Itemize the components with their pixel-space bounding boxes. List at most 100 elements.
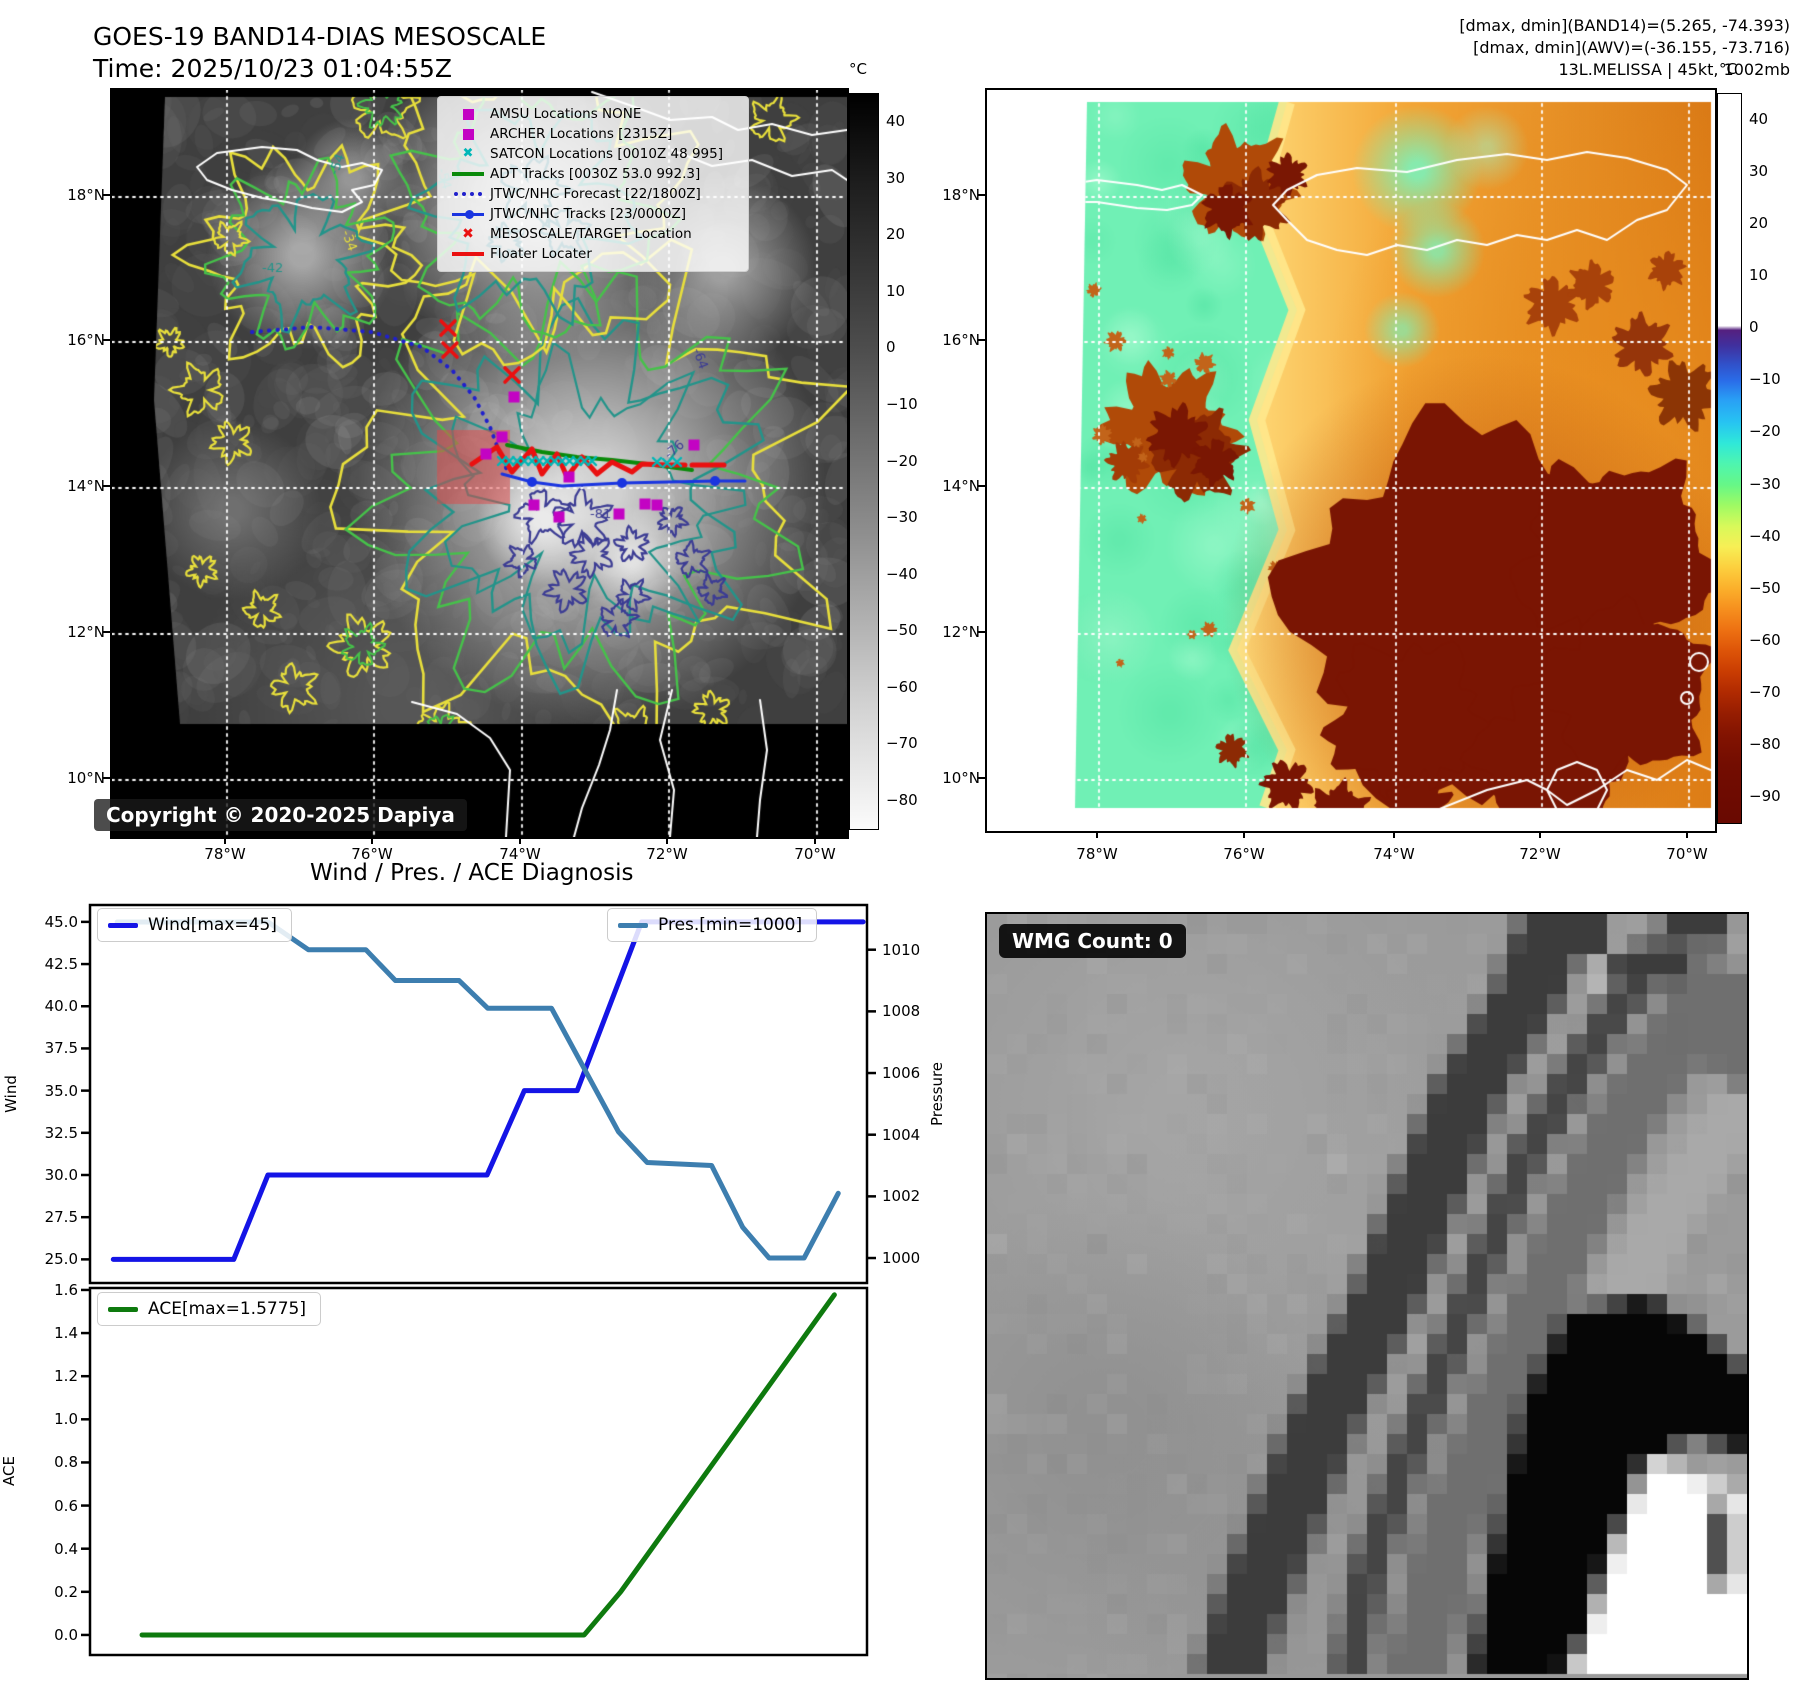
pressure-tick-label: 1008 <box>882 1002 921 1021</box>
awv-colorbar-tick: −80 <box>1749 734 1781 753</box>
wind-tick-label: 25.0 <box>44 1250 78 1269</box>
leftmap-lon-label: 78°W <box>204 845 246 863</box>
awv-colorbar-tick: −70 <box>1749 682 1781 701</box>
band14-colorbar-tick: −80 <box>886 790 918 809</box>
green-line-icon <box>446 172 490 176</box>
awv-colorbar-tick: −50 <box>1749 578 1781 597</box>
ace-axis-label: ACE <box>0 1456 18 1486</box>
band14-colorbar-tick: −30 <box>886 508 918 527</box>
band14-colorbar-tick: 30 <box>886 168 906 187</box>
ace-line-swatch <box>108 1306 138 1312</box>
page-subtitle-time: Time: 2025/10/23 01:04:55Z <box>93 54 452 83</box>
band14-colorbar-unit: °C <box>849 60 867 78</box>
band14-colorbar-tick: −60 <box>886 677 918 696</box>
awv-colorbar-tick: −40 <box>1749 526 1781 545</box>
wind-legend: Wind[max=45] <box>97 908 292 942</box>
rightmap-lat-label: 10°N <box>942 769 980 787</box>
band14-colorbar-tick: −40 <box>886 564 918 583</box>
wind-tick-label: 30.0 <box>44 1166 78 1184</box>
ace-tick-label: 0.6 <box>54 1496 78 1515</box>
series-Pres.[min=1000] <box>114 919 841 1261</box>
series-ACE[max=1.5775] <box>139 1292 837 1638</box>
stat-awv-range: [dmax, dmin](AWV)=(-36.155, -73.716) <box>1473 38 1790 57</box>
band14-colorbar-tick: −50 <box>886 621 918 640</box>
rightmap-lon-label: 78°W <box>1076 845 1118 863</box>
rightmap-lat-label: 16°N <box>942 331 980 349</box>
leftmap-lat-label: 18°N <box>67 186 105 204</box>
rightmap-lat-label: 18°N <box>942 186 980 204</box>
ace-tick-label: 1.6 <box>54 1280 78 1299</box>
ace-tick-label: 1.4 <box>54 1324 78 1343</box>
awv-colorbar-tick: −10 <box>1749 370 1781 389</box>
awv-colorbar-unit: °C <box>1719 60 1737 78</box>
awv-colorbar-tick: −20 <box>1749 422 1781 441</box>
pressure-tick-label: 1010 <box>882 940 921 959</box>
pres-line-swatch <box>618 922 648 928</box>
page-title: GOES-19 BAND14-DIAS MESOSCALE <box>93 22 547 51</box>
leftmap-lat-label: 12°N <box>67 623 105 641</box>
awv-colorbar-tick: −90 <box>1749 786 1781 805</box>
charts-title: Wind / Pres. / ACE Diagnosis <box>310 860 634 886</box>
band14-colorbar-tick: −10 <box>886 394 918 413</box>
wind-tick-label: 27.5 <box>44 1208 78 1227</box>
rightmap-lat-label: 12°N <box>942 623 980 641</box>
stat-band14-range: [dmax, dmin](BAND14)=(5.265, -74.393) <box>1459 16 1790 35</box>
awv-colorbar <box>1717 93 1742 824</box>
awv-colorbar-tick: 10 <box>1749 266 1769 285</box>
band14-colorbar-tick: 10 <box>886 281 906 300</box>
wmg-count-badge: WMG Count: 0 <box>999 924 1186 958</box>
leftmap-lon-label: 76°W <box>351 845 393 863</box>
wind-tick-label: 42.5 <box>44 955 78 974</box>
awv-colorbar-tick: 20 <box>1749 214 1769 233</box>
ace-tick-label: 1.2 <box>54 1367 78 1386</box>
rightmap-lon-label: 70°W <box>1666 845 1708 863</box>
band14-colorbar-tick: −70 <box>886 734 918 753</box>
magenta-square-icon <box>446 108 490 120</box>
blue-line-dot-icon <box>446 209 490 219</box>
leftmap-lat-label: 16°N <box>67 331 105 349</box>
awv-colorbar-tick: 0 <box>1749 318 1759 337</box>
awv-colorbar-tick: −60 <box>1749 630 1781 649</box>
pres-legend: Pres.[min=1000] <box>607 908 818 942</box>
leftmap-lat-label: 14°N <box>67 477 105 495</box>
plot-frame <box>88 1286 869 1657</box>
red-x-icon: ✖ <box>462 226 474 242</box>
copyright-badge: Copyright © 2020-2025 Dapiya <box>94 799 467 831</box>
map-legend: AMSU Locations NONE ARCHER Locations [23… <box>437 96 749 272</box>
pressure-tick-label: 1002 <box>882 1187 921 1206</box>
wind-tick-label: 40.0 <box>44 997 78 1016</box>
legend-item-tracks: JTWC/NHC Tracks [23/0000Z] <box>446 204 740 224</box>
pressure-tick-label: 1006 <box>882 1064 921 1083</box>
legend-item-adt: ADT Tracks [0030Z 53.0 992.3] <box>446 164 740 184</box>
leftmap-lat-label: 10°N <box>67 769 105 787</box>
legend-item-amsu: AMSU Locations NONE <box>446 104 740 124</box>
legend-item-floater: Floater Locater <box>446 244 740 264</box>
pressure-tick-label: 1000 <box>882 1249 921 1268</box>
ace-tick-label: 0.2 <box>54 1582 78 1601</box>
ace-legend: ACE[max=1.5775] <box>97 1292 321 1326</box>
pressure-tick-label: 1004 <box>882 1125 921 1144</box>
series-Wind[max=45] <box>110 919 866 1262</box>
leftmap-lon-label: 74°W <box>499 845 541 863</box>
awv-colorbar-tick: 30 <box>1749 162 1769 181</box>
band14-colorbar-tick: 20 <box>886 225 906 244</box>
cyan-x-icon: ✖ <box>462 146 474 161</box>
blue-dotted-line-icon <box>446 192 490 196</box>
wmg-image-panel <box>985 912 1749 1680</box>
awv-colorbar-tick: −30 <box>1749 474 1781 493</box>
wind-axis-label: Wind <box>1 1075 20 1113</box>
ace-tick-label: 0.8 <box>54 1453 78 1472</box>
band14-colorbar-tick: 40 <box>886 112 906 131</box>
leftmap-lon-label: 70°W <box>794 845 836 863</box>
band14-colorbar <box>849 93 879 830</box>
magenta-square-icon <box>446 128 490 140</box>
rightmap-lon-label: 72°W <box>1519 845 1561 863</box>
wind-tick-label: 37.5 <box>44 1039 78 1058</box>
ace-tick-label: 0.0 <box>54 1625 78 1644</box>
awv-satellite-map <box>985 88 1717 833</box>
band14-colorbar-tick: 0 <box>886 338 896 357</box>
legend-item-archer: ARCHER Locations [2315Z] <box>446 124 740 144</box>
wind-tick-label: 45.0 <box>44 912 78 931</box>
